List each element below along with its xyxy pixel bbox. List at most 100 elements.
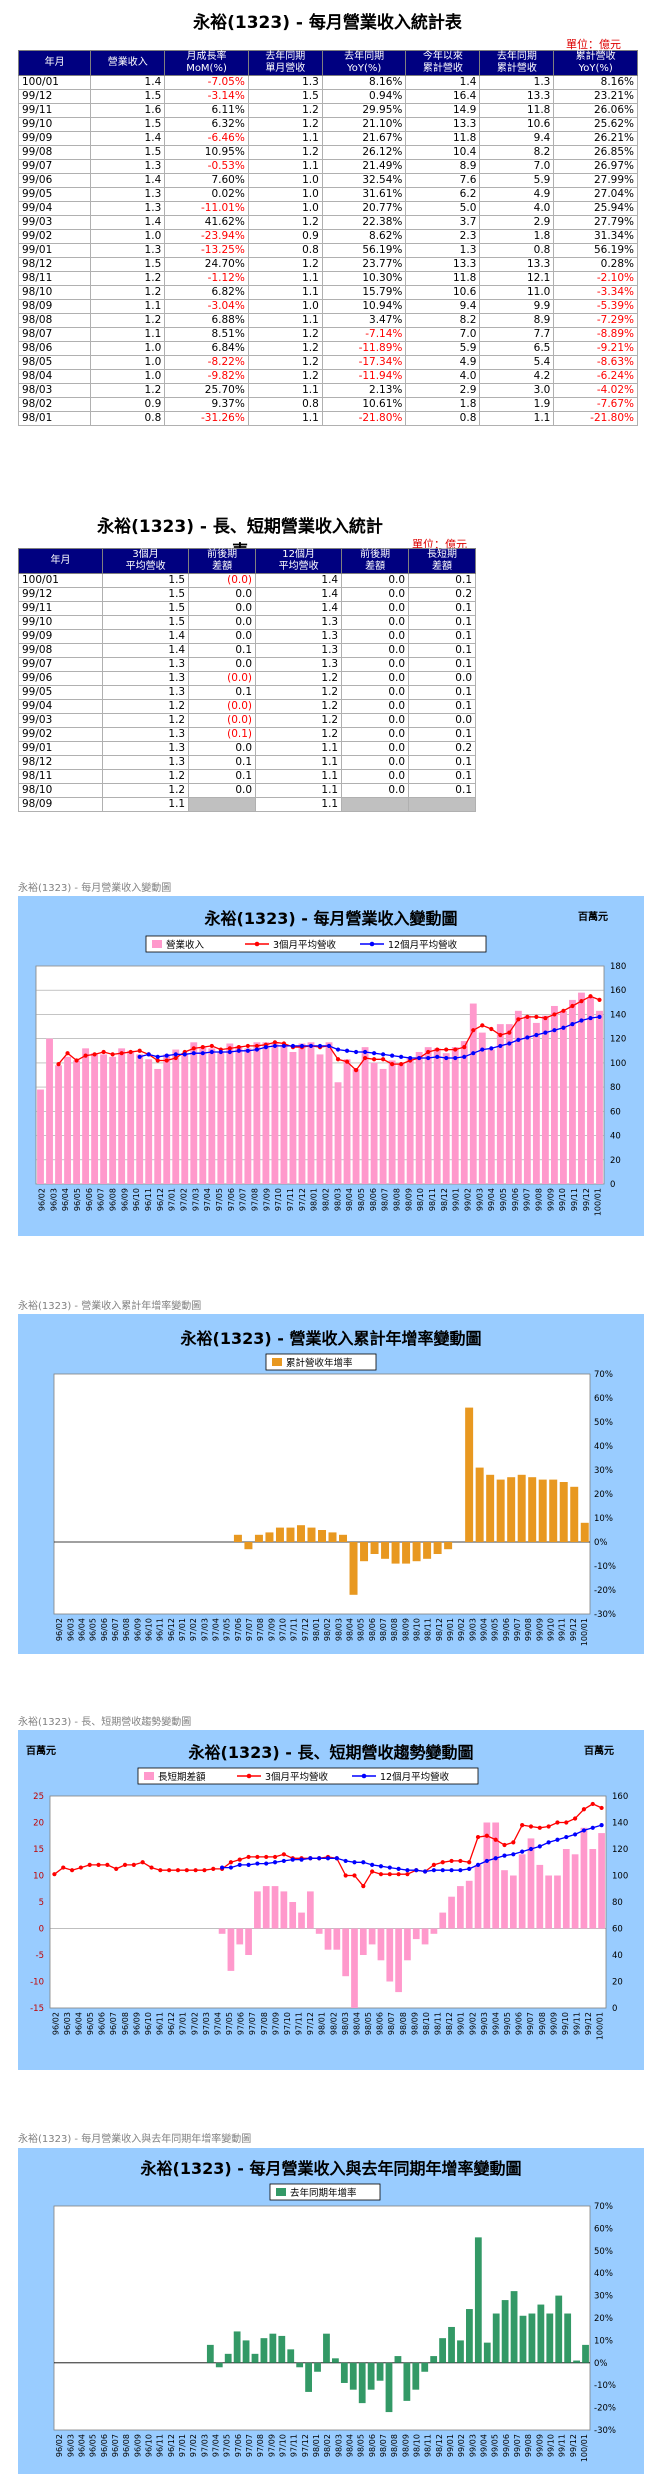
x-tick-label: 97/08 <box>250 1188 259 1211</box>
x-tick-label: 97/07 <box>245 1618 254 1641</box>
x-tick-label: 98/08 <box>390 1618 399 1641</box>
ma3-point <box>462 1045 467 1050</box>
header-cell: 年月 <box>17 50 92 76</box>
yoy-bar <box>510 2291 518 2363</box>
ma3-point <box>131 1862 136 1867</box>
table-row: 98/09 1.1 1.1 <box>17 797 476 812</box>
yoy-bar <box>465 1407 474 1542</box>
diff-bar <box>562 1849 570 1929</box>
diff-bar <box>315 1928 323 1934</box>
table-row: 98/11 1.2 -1.12% 1.1 10.30% 11.8 12.1 -2.10% <box>17 271 638 286</box>
x-tick-label: 99/02 <box>457 2434 466 2457</box>
table-cell: 99/09 <box>17 629 104 644</box>
legend-label: 累計營收年增率 <box>286 1357 353 1369</box>
table-cell: 0.9 <box>247 229 323 244</box>
legend-box <box>269 2183 381 2201</box>
x-tick-label: 97/09 <box>271 2012 280 2035</box>
x-tick-label: 99/04 <box>491 2012 500 2035</box>
y-tick-label-right: 120 <box>612 1845 628 1855</box>
x-tick-label: 98/01 <box>310 1188 319 1211</box>
x-tick-label: 100/01 <box>596 2012 605 2040</box>
table-cell: 1.1 <box>247 131 323 146</box>
x-tick-label: 97/06 <box>237 2012 246 2035</box>
y-tick-label: -10% <box>594 1562 616 1572</box>
x-tick-label: 97/05 <box>225 2012 234 2035</box>
x-tick-label: 96/07 <box>109 2012 118 2035</box>
revenue-bar <box>550 1005 558 1184</box>
x-tick-label: 96/12 <box>167 2012 176 2035</box>
x-tick-label: 97/03 <box>191 1188 200 1211</box>
table-cell: 99/03 <box>17 215 92 230</box>
revenue-bar <box>208 1048 216 1184</box>
yoy-bar <box>340 2362 348 2383</box>
yoy-bar <box>318 1530 326 1542</box>
ma12-point <box>263 1045 269 1050</box>
x-tick-label: 97/11 <box>286 1188 295 1211</box>
ma12-point <box>417 1055 422 1061</box>
diff-bar <box>545 1875 552 1929</box>
yoy-bar <box>501 2300 509 2363</box>
table-cell: 29.95% <box>321 103 407 118</box>
x-tick-label: 98/10 <box>412 1618 421 1641</box>
table-row: 99/03 1.4 41.62% 1.2 22.38% 3.7 2.9 27.79% <box>17 215 638 230</box>
y-tick-label: 60% <box>594 1394 613 1404</box>
table-cell: 26.85% <box>553 145 638 160</box>
y-tick-label-left: 10 <box>33 1872 44 1882</box>
ma12-point <box>480 1047 485 1052</box>
x-tick-label: 98/01 <box>312 2434 321 2457</box>
table-cell: 6.84% <box>164 341 249 356</box>
header-cell: 12個月 平均營收 <box>255 548 343 574</box>
diff-bar <box>527 1838 535 1929</box>
x-tick-label: 97/02 <box>179 1188 188 1211</box>
chart1-caption: 永裕(1323) - 每月營業收入變動圖 <box>18 883 172 894</box>
ma3-point <box>228 1860 234 1865</box>
yoy-bar <box>549 1479 558 1542</box>
unit-label: 百萬元 <box>578 910 608 923</box>
table-cell: 0.0 <box>188 587 257 602</box>
x-tick-label: 99/08 <box>534 1188 543 1211</box>
revenue-bar <box>100 1054 108 1184</box>
diff-bar <box>342 1928 350 1977</box>
x-tick-label: 99/09 <box>549 2012 558 2035</box>
ma3-point <box>272 1040 278 1045</box>
table-cell: 1.2 <box>102 699 190 714</box>
table1-title: 永裕(1323) - 每月營業收入統計表 <box>193 13 462 33</box>
diff-bar <box>359 1928 367 1955</box>
yoy-bar <box>233 1534 242 1542</box>
yoy-bar <box>215 2362 223 2368</box>
x-tick-label: 97/04 <box>203 1188 212 1211</box>
table-cell: -31.26% <box>164 411 249 426</box>
x-tick-label: 98/03 <box>341 2012 350 2035</box>
table-cell: 1.3 <box>102 741 190 756</box>
x-tick-label: 98/12 <box>445 2012 454 2035</box>
ma3-point <box>426 1049 431 1055</box>
revenue-bar <box>136 1054 144 1184</box>
table-cell: 4.9 <box>479 187 555 202</box>
table-cell: 98/12 <box>17 755 104 770</box>
x-tick-label: 98/01 <box>318 2012 327 2035</box>
table-cell: 0.0 <box>188 601 257 616</box>
yoy-bar <box>286 1527 295 1542</box>
x-tick-label: 99/12 <box>584 2012 593 2035</box>
diff-bar <box>236 1928 244 1945</box>
table-cell: -9.82% <box>164 369 249 384</box>
table-cell: 1.2 <box>247 215 323 230</box>
ma12-point <box>520 1849 525 1854</box>
diff-bar <box>518 1854 526 1929</box>
ma3-point <box>61 1865 66 1870</box>
table-cell: 0.1 <box>408 657 476 672</box>
table-cell: 10.95% <box>164 145 249 160</box>
table-cell: 1.5 <box>247 89 323 104</box>
table-cell: 8.9 <box>479 313 555 328</box>
table-cell: 1.2 <box>90 285 166 300</box>
yoy-bar <box>412 1542 421 1562</box>
diff-bar <box>351 1928 358 2008</box>
table-cell: 6.5 <box>479 341 555 356</box>
table-cell: -3.04% <box>164 299 249 314</box>
x-tick-label: 96/02 <box>37 1188 46 1211</box>
ma3-point <box>480 1023 485 1028</box>
table-cell: 1.2 <box>90 313 166 328</box>
ma3-point <box>200 1045 205 1050</box>
x-tick-label: 97/06 <box>234 1618 243 1641</box>
header-cell: 今年以來 累計營收 <box>405 50 481 76</box>
